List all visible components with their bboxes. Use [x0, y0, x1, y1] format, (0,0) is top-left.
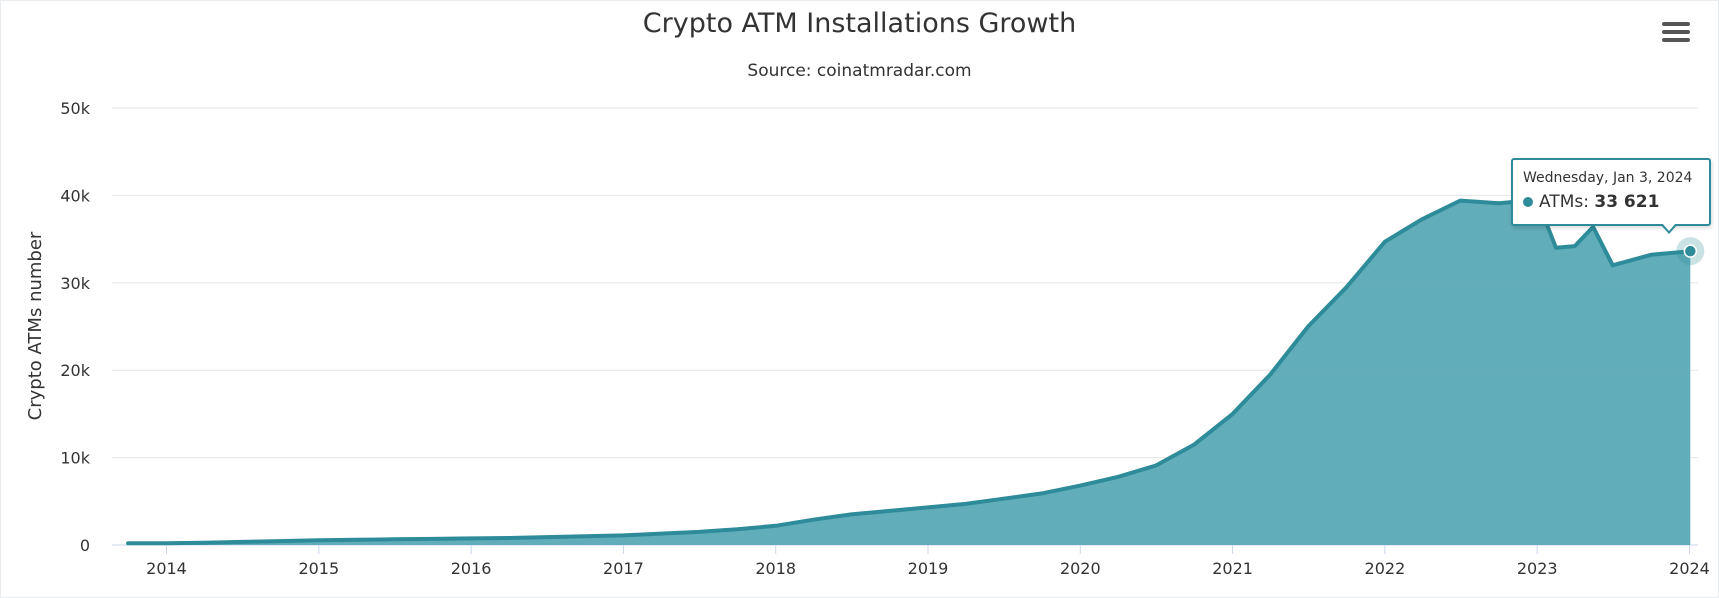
- x-tick-label: 2022: [1365, 559, 1406, 578]
- tooltip-row: ATMs: 33 621: [1523, 192, 1699, 212]
- x-tick-label: 2016: [451, 559, 492, 578]
- y-tick-label: 0: [80, 536, 90, 555]
- x-tick-label: 2019: [908, 559, 949, 578]
- series-area-fill: [128, 199, 1691, 546]
- x-tick-label: 2023: [1517, 559, 1558, 578]
- y-tick-label: 10k: [60, 449, 90, 468]
- x-tick-label: 2024: [1669, 559, 1710, 578]
- x-tick-label: 2014: [146, 559, 187, 578]
- tooltip-date: Wednesday, Jan 3, 2024: [1523, 170, 1693, 186]
- hover-point: [1683, 244, 1698, 258]
- x-tick-label: 2020: [1060, 559, 1101, 578]
- chart-title: Crypto ATM Installations Growth: [642, 8, 1077, 39]
- tooltip: Wednesday, Jan 3, 2024 ATMs: 33 621: [1511, 158, 1711, 226]
- tooltip-arrow-inner: [1662, 223, 1676, 231]
- y-tick-label: 50k: [60, 99, 90, 118]
- x-tick-label: 2021: [1212, 559, 1253, 578]
- y-tick-label: 30k: [60, 274, 90, 293]
- x-tick-label: 2018: [755, 559, 796, 578]
- tooltip-series-name: ATMs: [1539, 192, 1584, 212]
- series-line: [126, 197, 1693, 546]
- y-tick-label: 20k: [60, 361, 90, 380]
- hamburger-menu-icon[interactable]: [1662, 22, 1690, 44]
- chart-subtitle: Source: coinatmradar.com: [747, 61, 972, 81]
- y-axis-label: Crypto ATMs number: [25, 231, 46, 420]
- x-tick-label: 2017: [603, 559, 644, 578]
- y-tick-label: 40k: [60, 186, 90, 205]
- series-dot-icon: [1523, 197, 1533, 207]
- x-tick-label: 2015: [298, 559, 339, 578]
- tooltip-value: 33 621: [1594, 192, 1660, 212]
